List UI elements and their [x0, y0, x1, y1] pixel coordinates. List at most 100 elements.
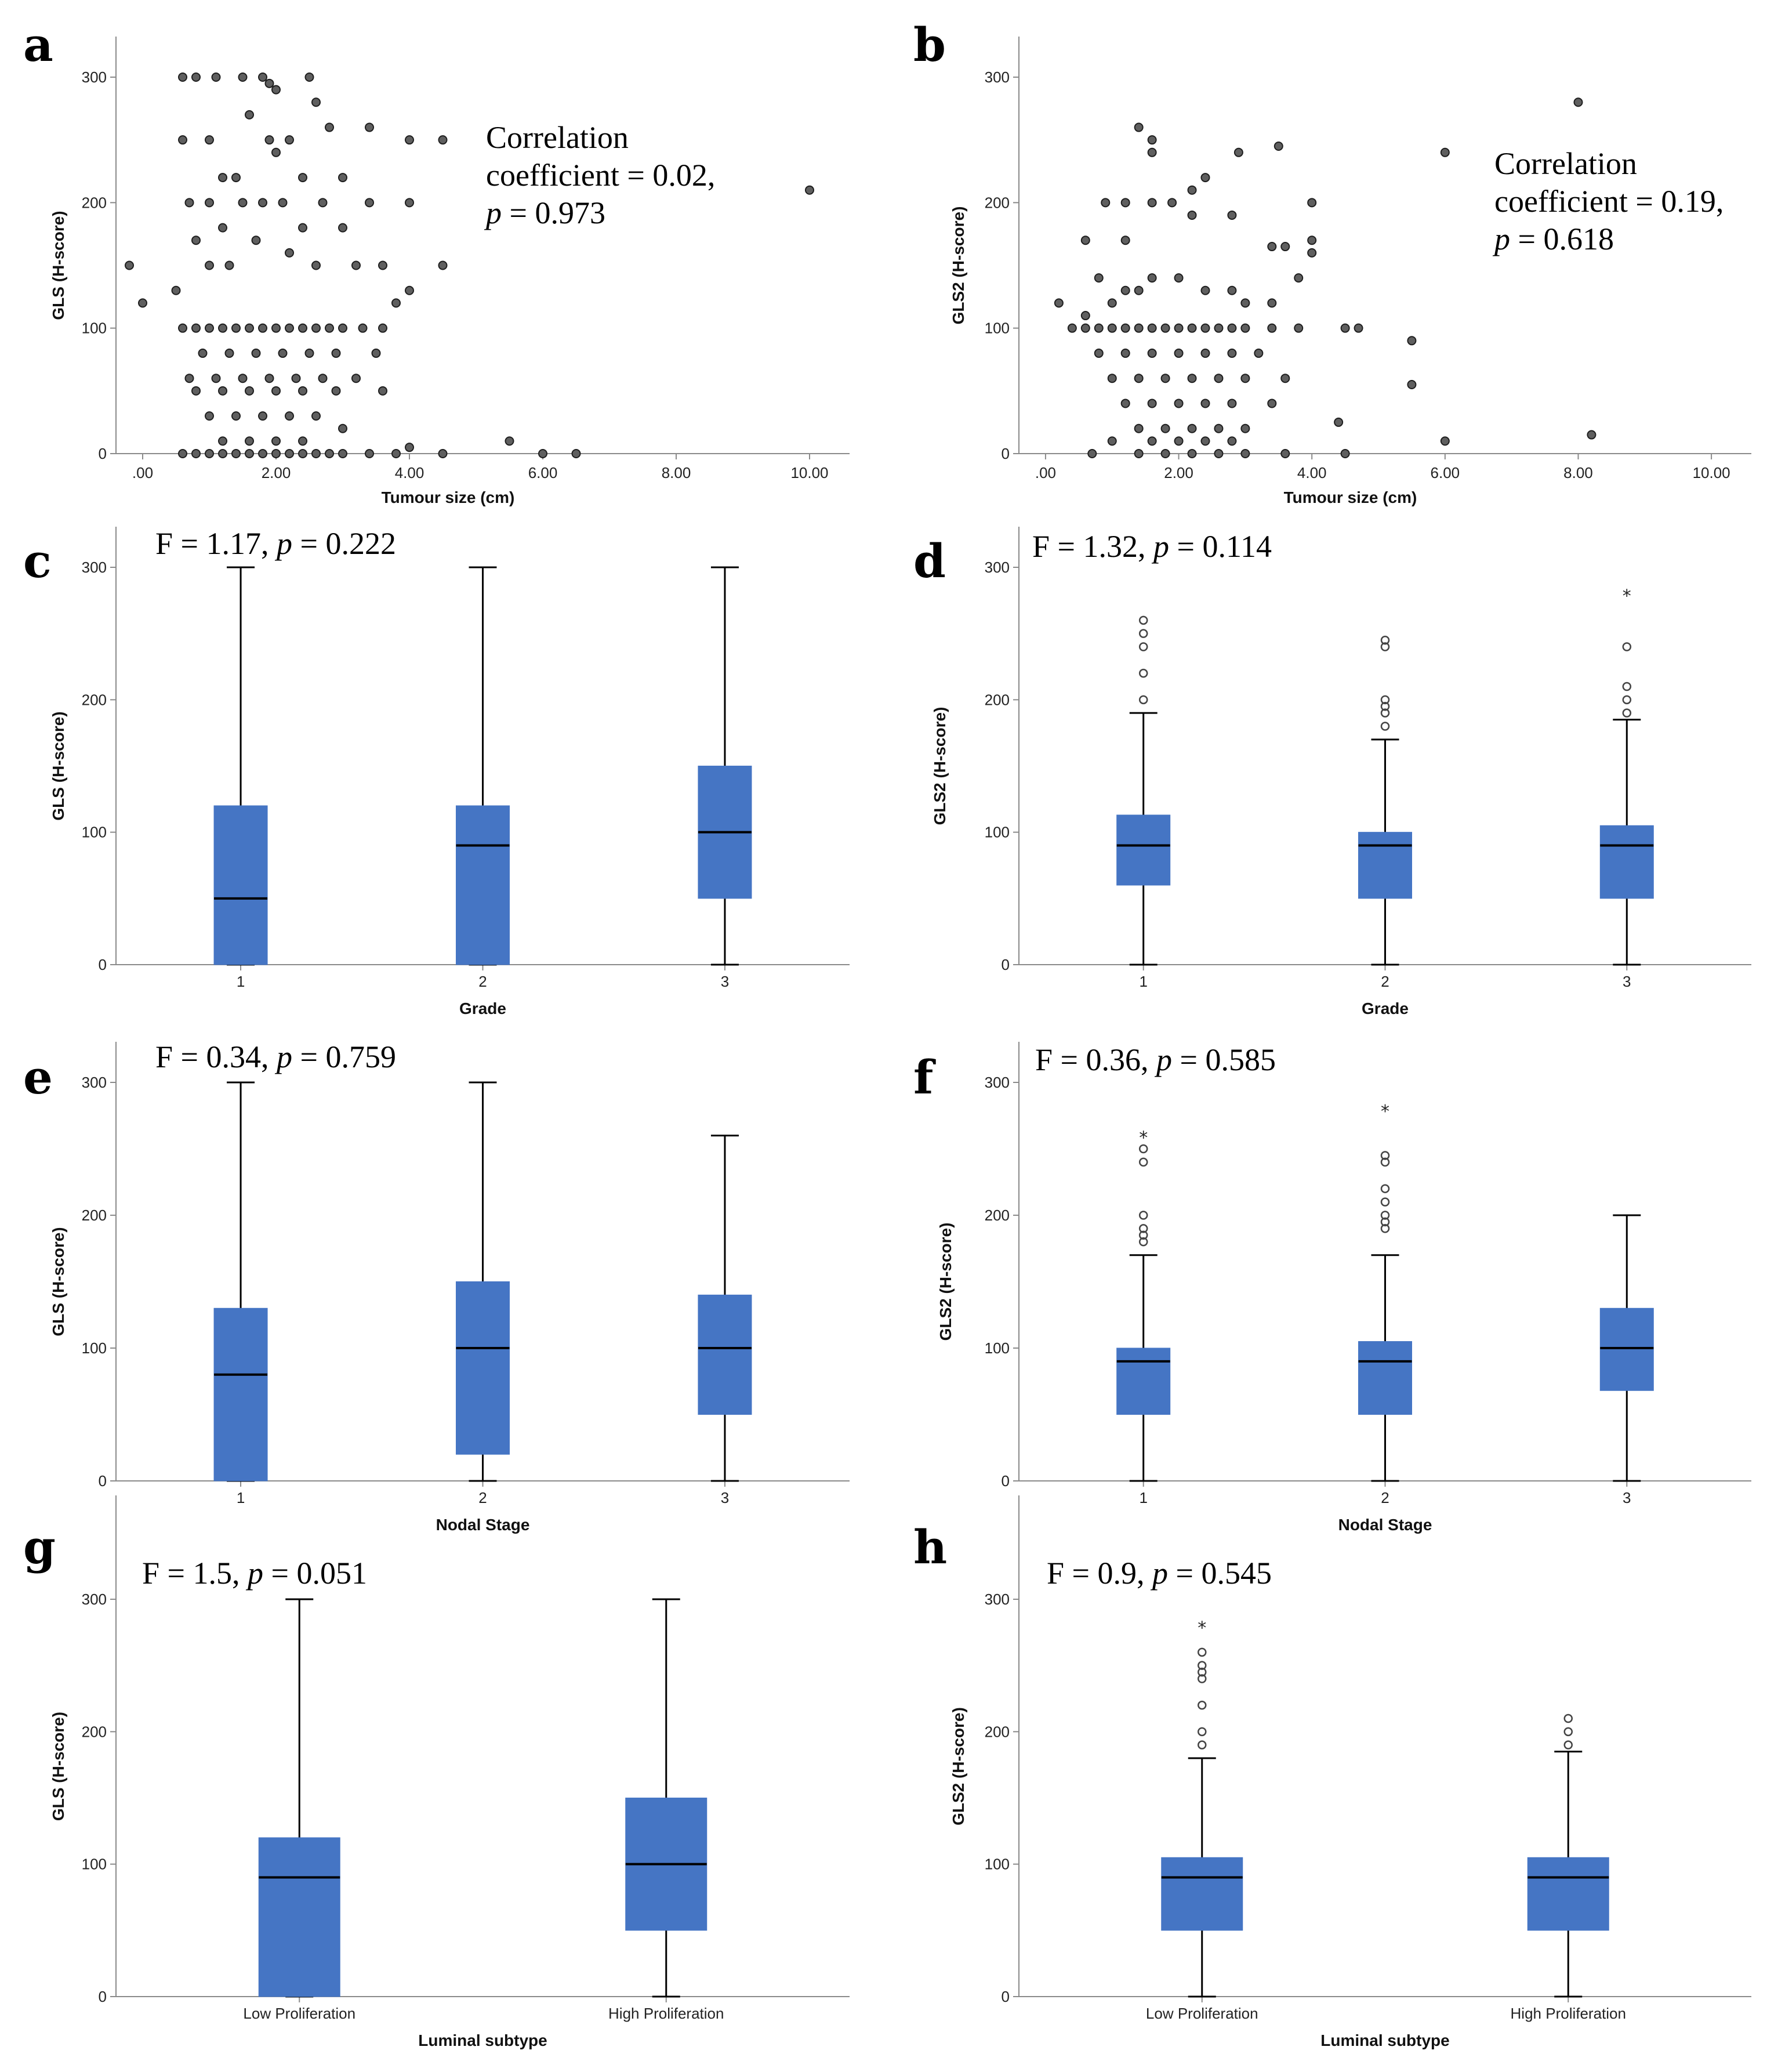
- outlier-point: [1198, 1667, 1207, 1677]
- scatter-point: [271, 85, 281, 95]
- panel-letter: f: [913, 1050, 936, 1104]
- scatter-point: [1160, 323, 1170, 333]
- y-tick-label: 200: [985, 691, 1010, 708]
- x-tick-label: Low Proliferation: [243, 2005, 355, 2022]
- scatter-point: [264, 135, 274, 145]
- anova-annotation: F = 0.36, p = 0.585: [1035, 1042, 1276, 1077]
- y-axis-label: GLS (H-score): [49, 1712, 67, 1821]
- scatter-point: [438, 260, 448, 270]
- anova-f-text: F = 1.17,: [155, 526, 277, 561]
- x-tick-label: 1: [1139, 1489, 1147, 1506]
- scatter-point: [378, 260, 387, 270]
- x-tick-label: 2: [1381, 1489, 1389, 1506]
- scatter-point: [1174, 273, 1184, 283]
- scatter-point: [338, 423, 347, 433]
- scatter-point: [1120, 348, 1130, 358]
- scatter-point: [205, 449, 214, 458]
- outlier-point: [1380, 642, 1390, 651]
- scatter-point: [1200, 399, 1210, 408]
- x-tick-label: 1: [1139, 973, 1147, 990]
- outlier-point: [1622, 682, 1632, 691]
- scatter-point: [1227, 436, 1237, 446]
- y-axis-label: GLS2 (H-score): [949, 1707, 967, 1825]
- scatter-point: [1240, 298, 1250, 308]
- scatter-point: [285, 449, 294, 458]
- box-iqr: [456, 1281, 510, 1455]
- scatter-point: [1294, 273, 1304, 283]
- scatter-point: [1094, 348, 1104, 358]
- scatter-point: [304, 348, 314, 358]
- scatter-point: [318, 374, 328, 383]
- outlier-point: [1380, 1211, 1390, 1220]
- scatter-point: [311, 411, 321, 421]
- scatter-point: [271, 386, 281, 396]
- y-tick-label: 200: [985, 1723, 1010, 1740]
- scatter-point: [285, 248, 294, 258]
- scatter-point: [258, 411, 267, 421]
- outlier-point: [1198, 1661, 1207, 1670]
- scatter-point: [1094, 273, 1104, 283]
- scatter-point: [1187, 323, 1197, 333]
- box-iqr: [1116, 814, 1171, 886]
- scatter-point: [1107, 298, 1117, 308]
- outlier-point: [1563, 1727, 1573, 1737]
- p-symbol: p: [1492, 222, 1510, 256]
- outlier-point: [1138, 668, 1148, 678]
- x-tick-label: .00: [132, 464, 153, 481]
- scatter-point: [351, 260, 361, 270]
- scatter-point: [231, 323, 241, 333]
- anova-annotation: F = 0.34, p = 0.759: [155, 1039, 396, 1074]
- scatter-point: [331, 348, 341, 358]
- scatter-point: [438, 449, 448, 458]
- scatter-point: [171, 285, 181, 295]
- x-tick-label: 10.00: [1693, 464, 1730, 481]
- outlier-point: [1138, 695, 1148, 705]
- outlier-point: [1380, 1157, 1390, 1167]
- x-tick-label: 3: [721, 973, 729, 990]
- scatter-point: [285, 135, 294, 145]
- y-tick-label: 200: [82, 1207, 107, 1224]
- scatter-point: [405, 443, 414, 452]
- x-axis-label: Grade: [1362, 999, 1409, 1017]
- outlier-point: [1138, 1224, 1148, 1233]
- scatter-point: [1120, 236, 1130, 245]
- scatter-point: [1267, 242, 1277, 252]
- y-tick-label: 200: [82, 1723, 107, 1740]
- y-tick-label: 300: [82, 1591, 107, 1608]
- panel-letter: d: [913, 534, 946, 588]
- box-iqr: [1599, 825, 1654, 899]
- outlier-point: [1138, 1144, 1148, 1154]
- scatter-point: [205, 411, 214, 421]
- x-tick-label: 4.00: [395, 464, 424, 481]
- scatter-point: [1440, 436, 1450, 446]
- scatter-point: [278, 348, 288, 358]
- anova-p-symbol: p: [274, 526, 292, 561]
- scatter-point: [1174, 436, 1184, 446]
- scatter-point: [138, 298, 147, 308]
- outlier-point: [1138, 1157, 1148, 1167]
- scatter-point: [1094, 323, 1104, 333]
- y-tick-label: 100: [82, 1856, 107, 1873]
- scatter-point: [184, 374, 194, 383]
- scatter-point: [218, 449, 227, 458]
- scatter-point: [178, 73, 187, 82]
- scatter-point: [1187, 374, 1197, 383]
- scatter-point: [245, 110, 254, 119]
- y-tick-label: 0: [1002, 956, 1010, 973]
- scatter-point: [1267, 298, 1277, 308]
- panel-a: a 0 100 200 300 GLS (H-score) Tumour size (cm)…: [23, 17, 850, 506]
- scatter-point: [191, 236, 201, 245]
- scatter-point: [1107, 323, 1117, 333]
- box-iqr: [258, 1837, 340, 1997]
- anova-f-text: F = 1.5,: [142, 1556, 248, 1591]
- anova-p-value: = 0.222: [292, 526, 396, 561]
- scatter-point: [1134, 374, 1144, 383]
- scatter-point: [1174, 399, 1184, 408]
- y-tick-label: 300: [985, 1074, 1010, 1091]
- scatter-point: [1187, 185, 1197, 195]
- scatter-point: [1187, 449, 1197, 458]
- scatter-point: [231, 173, 241, 183]
- anova-annotation: F = 1.5, p = 0.051: [142, 1556, 367, 1591]
- y-axis-label: GLS (H-score): [49, 1227, 67, 1336]
